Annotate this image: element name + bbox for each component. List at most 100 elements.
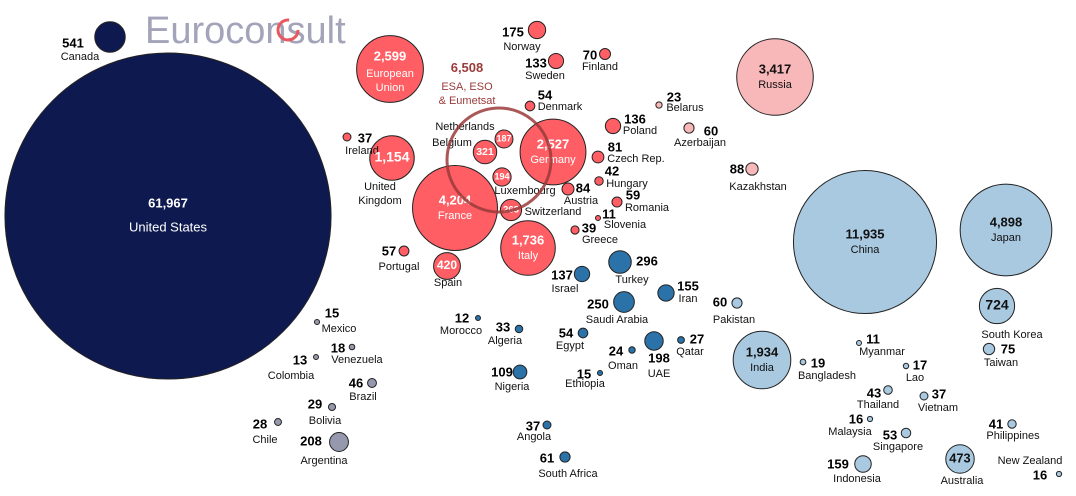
value-label-ireland: 37 [358, 130, 372, 145]
value-label-norway: 175 [502, 24, 524, 39]
name-label-pakistan: Pakistan [713, 314, 755, 326]
name-label-azerbaijan: Azerbaijan [674, 137, 726, 149]
value-label-slovenia: 11 [602, 206, 616, 221]
bubble-belarus [655, 101, 663, 109]
name-label-germany: Germany [530, 154, 576, 166]
bubble-colombia [313, 354, 319, 360]
value-label-australia: 473 [949, 450, 970, 465]
bubble-denmark [524, 100, 536, 112]
bubble-venezuela [348, 343, 356, 351]
name-label-ethiopia: Ethiopia [565, 378, 606, 390]
name-label-saudi-arabia: Saudi Arabia [586, 314, 649, 326]
logo: Euroconsult [145, 10, 346, 52]
value-label-poland: 136 [624, 111, 646, 126]
name-label-brazil: Brazil [349, 391, 377, 403]
value-label-taiwan: 75 [1001, 341, 1015, 356]
name-label-new-zealand: New Zealand [998, 455, 1063, 467]
name-label-iran: Iran [679, 293, 698, 305]
bubble-romania [611, 196, 623, 208]
bubble-south-africa [559, 451, 571, 463]
esa-group-label: 6,508 ESA, ESO & Eumetsat [439, 60, 496, 107]
bubble-poland [604, 117, 622, 135]
value-label-iran: 155 [677, 278, 699, 293]
bubble-russia [736, 38, 814, 116]
value-label-bangladesh: 19 [811, 355, 825, 370]
value-label-argentina: 208 [300, 433, 322, 448]
bubble-oman [628, 346, 636, 354]
bubble-france [412, 165, 498, 251]
value-label-spain: 420 [437, 258, 457, 272]
name-label-india: India [750, 362, 775, 374]
name-label-belarus: Belarus [666, 102, 704, 114]
name-label-argentina: Argentina [300, 455, 348, 467]
name-label-angola: Angola [517, 431, 552, 443]
esa-group-circle [445, 106, 553, 214]
value-label-united-states: 61,967 [148, 195, 188, 210]
bubble-pakistan [731, 297, 743, 309]
value-label-india: 1,934 [746, 344, 779, 359]
value-label-nigeria: 109 [491, 364, 513, 379]
name-label-norway: Norway [503, 41, 541, 53]
value-label-bolivia: 29 [308, 396, 322, 411]
value-label-philippines: 41 [989, 416, 1003, 431]
bubble-thailand [883, 385, 893, 395]
value-label-uae: 198 [648, 350, 670, 365]
bubble-argentina [329, 432, 349, 452]
bubble-united-states [4, 52, 332, 380]
bubble-india [732, 330, 792, 390]
bubble-turkey [608, 250, 632, 274]
name-label-russia: Russia [758, 79, 793, 91]
bubble-taiwan [982, 342, 996, 356]
bubble-brazil [367, 378, 377, 388]
bubble-canada [94, 21, 126, 53]
name-label-australia: Australia [941, 475, 985, 487]
name-label-lao: Lao [906, 372, 924, 384]
name-label-united-states: United States [129, 219, 208, 234]
name-label-philippines: Philippines [986, 430, 1040, 442]
value-label-netherlands: 187 [496, 133, 511, 143]
value-label-hungary: 42 [605, 163, 619, 178]
name-label-denmark: Denmark [538, 101, 583, 113]
value-label-denmark: 54 [538, 87, 553, 102]
value-label-pakistan: 60 [713, 294, 727, 309]
name-label-japan: Japan [991, 232, 1021, 244]
bubble-hungary [594, 176, 604, 186]
value-label-south-korea: 724 [985, 297, 1009, 313]
value-label-singapore: 53 [883, 427, 897, 442]
name-label-kazakhstan: Kazakhstan [729, 181, 786, 193]
name-label-vietnam: Vietnam [918, 402, 958, 414]
value-label-belarus: 23 [667, 89, 681, 104]
bubble-indonesia [854, 455, 872, 473]
bubble-philippines [1007, 419, 1017, 429]
name-label-hungary: Hungary [606, 178, 648, 190]
name-label-belgium: Belgium [432, 137, 472, 149]
name-label-chile: Chile [252, 434, 277, 446]
bubble-kazakhstan [745, 162, 759, 176]
bubble-qatar [677, 336, 685, 344]
name-label-turkey: Turkey [615, 274, 649, 286]
value-label-colombia: 13 [293, 352, 307, 367]
bubble-spain [433, 252, 461, 280]
bubble-china [792, 169, 938, 315]
esa-group-line2: & Eumetsat [439, 95, 496, 107]
value-label-romania: 59 [626, 187, 640, 202]
bubble-singapore [900, 427, 912, 439]
name-label-bolivia: Bolivia [309, 415, 342, 427]
bubble-czech-rep [591, 150, 605, 164]
name-label-france: France [438, 210, 472, 222]
bubble-algeria [514, 324, 524, 334]
name-label-bangladesh: Bangladesh [798, 370, 856, 382]
bubble-slovenia [595, 215, 601, 221]
value-label-qatar: 27 [690, 331, 704, 346]
name-label-switzerland: Switzerland [525, 206, 582, 218]
bubble-australia [945, 444, 975, 474]
name-label-nigeria: Nigeria [495, 381, 531, 393]
bubble-luxembourg [492, 167, 512, 187]
name-label-south-africa: South Africa [538, 468, 598, 480]
bubble-angola [542, 420, 552, 430]
logo-text: Euroconsult [145, 10, 346, 52]
value-label-austria: 84 [576, 180, 591, 195]
bubble-united-kingdom [369, 135, 415, 181]
value-label-egypt: 54 [559, 325, 574, 340]
